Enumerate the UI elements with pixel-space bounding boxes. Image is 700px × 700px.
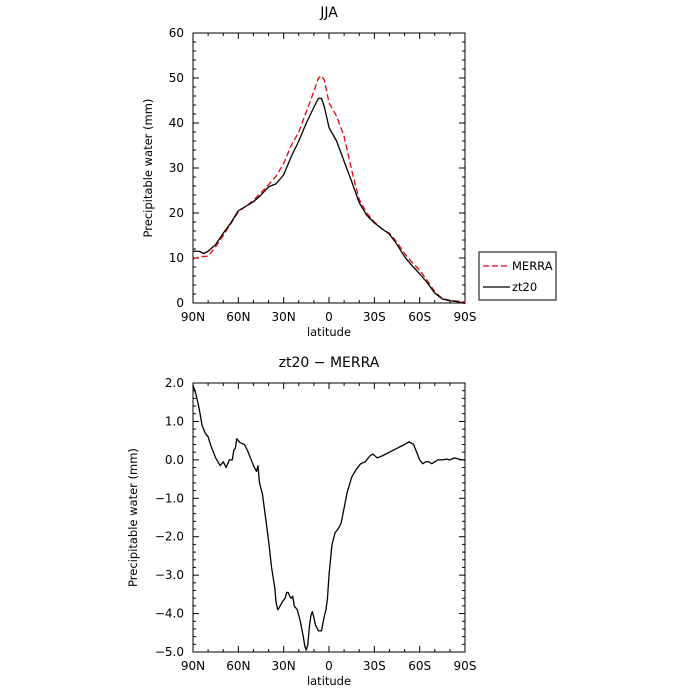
legend-label-merra: MERRA bbox=[512, 259, 553, 273]
y-tick-label: 60 bbox=[169, 26, 184, 40]
y-tick-label: −5.0 bbox=[155, 645, 184, 659]
x-tick-label: 90N bbox=[181, 310, 205, 324]
x-tick-label: 60N bbox=[226, 310, 250, 324]
series-line-merra bbox=[192, 75, 466, 303]
legend-label-zt20: zt20 bbox=[512, 280, 537, 294]
y-tick-label: 10 bbox=[169, 251, 184, 265]
y-tick-label: −2.0 bbox=[155, 530, 184, 544]
y-tick-label: 0 bbox=[176, 296, 184, 310]
y-tick-label: −1.0 bbox=[155, 491, 184, 505]
x-tick-label: 30N bbox=[272, 310, 296, 324]
y-tick-label: 1.0 bbox=[165, 414, 184, 428]
x-tick-label: 30N bbox=[272, 659, 296, 673]
x-tick-label: 0 bbox=[325, 310, 333, 324]
y-tick-label: 2.0 bbox=[165, 376, 184, 390]
y-axis-title: Precipitable water (mm) bbox=[141, 99, 155, 238]
y-tick-label: 50 bbox=[169, 71, 184, 85]
x-tick-label: 60N bbox=[226, 659, 250, 673]
x-tick-label: 60S bbox=[408, 659, 431, 673]
x-tick-label: 30S bbox=[363, 310, 386, 324]
y-axis-title: Precipitable water (mm) bbox=[126, 448, 140, 587]
chart-title: JJA bbox=[319, 5, 338, 21]
y-tick-label: −4.0 bbox=[155, 607, 184, 621]
y-tick-label: −3.0 bbox=[155, 568, 184, 582]
series-line-zt20 bbox=[193, 97, 466, 305]
x-axis-title: latitude bbox=[307, 325, 351, 339]
x-tick-label: 60S bbox=[408, 310, 431, 324]
plot-frame bbox=[192, 382, 466, 653]
series-line-difference bbox=[192, 384, 465, 651]
x-tick-label: 90N bbox=[181, 659, 205, 673]
legend-box bbox=[478, 251, 557, 301]
plot-frame bbox=[192, 32, 466, 304]
y-tick-label: 30 bbox=[169, 161, 184, 175]
y-tick-label: 0.0 bbox=[165, 453, 184, 467]
x-tick-label: 90S bbox=[454, 310, 477, 324]
y-tick-label: 40 bbox=[169, 116, 184, 130]
x-tick-label: 30S bbox=[363, 659, 386, 673]
chart-title: zt20 − MERRA bbox=[279, 355, 380, 371]
x-tick-label: 0 bbox=[325, 659, 333, 673]
bottom-panel-difference: 90N 60N 30N 0 30S 60S 90S 2.0 1.0 0.0 −1.0 −2.0 −3.0… bbox=[126, 355, 476, 688]
top-panel-jja: 90N 60N 30N 0 30S 60S 90S 0 10 20 30 40 50 60 JJA latit… bbox=[141, 5, 557, 339]
x-tick-label: 90S bbox=[454, 659, 477, 673]
y-tick-label: 20 bbox=[169, 206, 184, 220]
x-axis-title: latitude bbox=[307, 674, 351, 688]
